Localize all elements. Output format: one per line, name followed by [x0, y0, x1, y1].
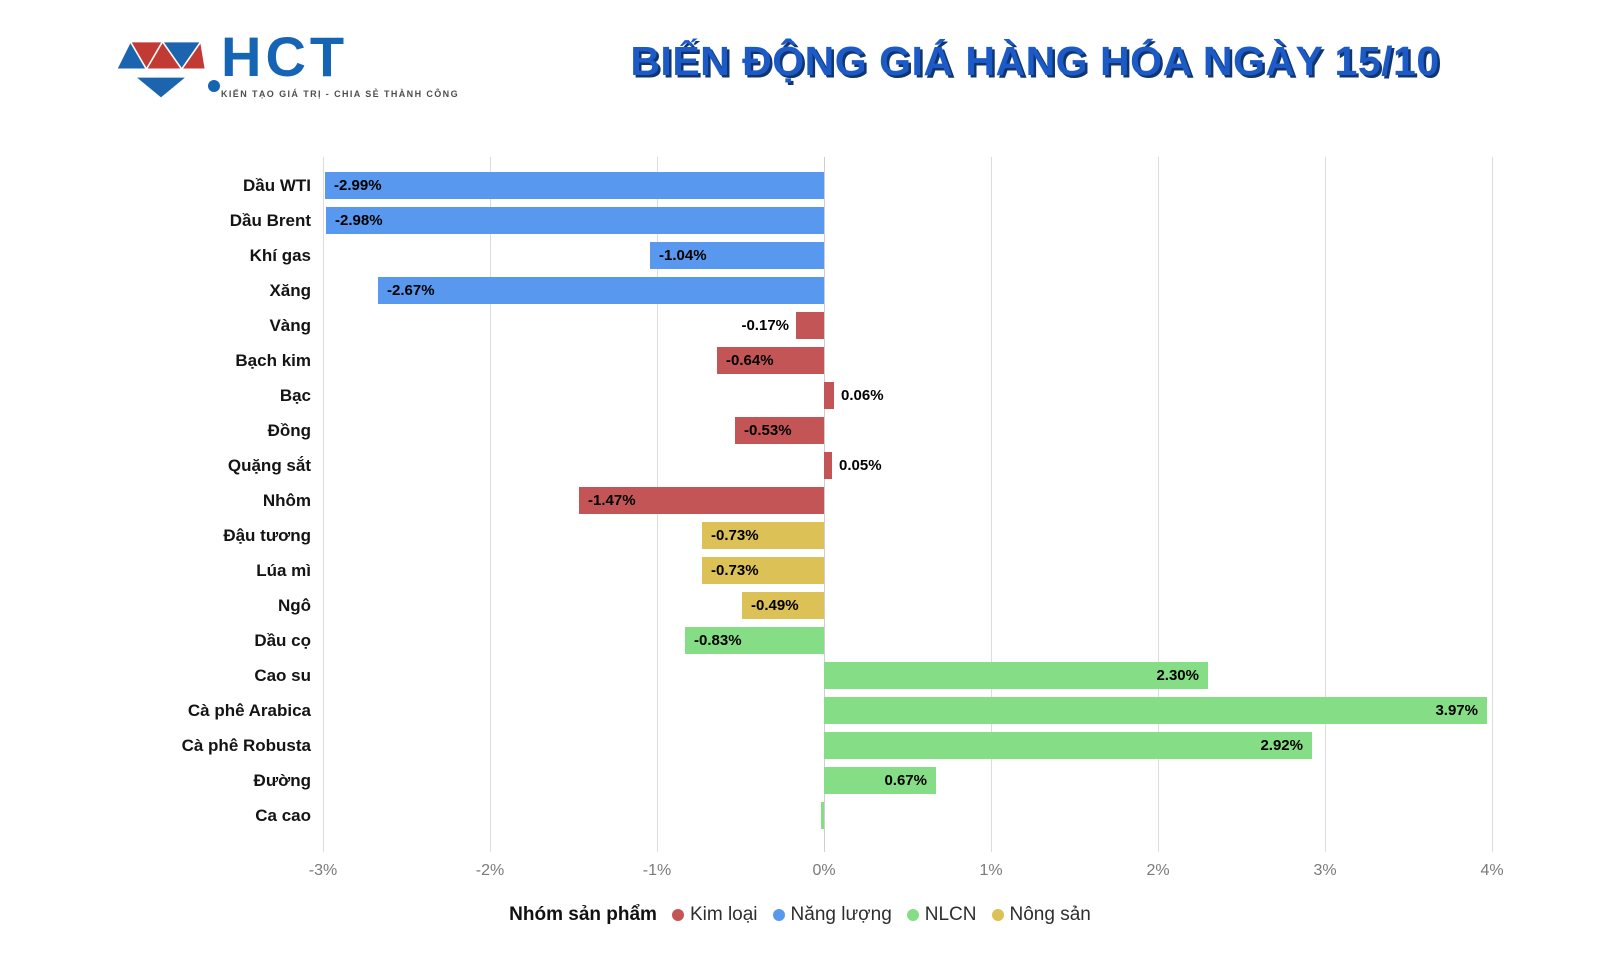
bar — [796, 312, 824, 339]
hct-diamond-icon — [115, 39, 207, 100]
x-tick-label: 2% — [1146, 862, 1170, 879]
bar — [325, 172, 824, 199]
bar-value-label: -0.83% — [694, 632, 742, 649]
category-label: Đường — [253, 771, 311, 790]
zero-grid-line — [824, 157, 825, 852]
bar-value-label: -2.67% — [387, 282, 435, 299]
bar-value-label: -0.73% — [711, 562, 759, 579]
grid-line — [323, 157, 324, 852]
x-tick-label: 1% — [979, 862, 1003, 879]
category-label: Nhôm — [262, 491, 311, 510]
bar — [821, 802, 824, 829]
bar-value-label: -0.73% — [711, 527, 759, 544]
page-title: BIẾN ĐỘNG GIÁ HÀNG HÓA NGÀY 15/10 — [630, 38, 1440, 84]
legend-label: Kim loại — [689, 904, 758, 925]
x-tick-label: -3% — [308, 862, 338, 879]
bar — [824, 382, 834, 409]
bar — [824, 662, 1208, 689]
legend-dot-icon — [772, 909, 785, 921]
legend-label: Nông sản — [1009, 904, 1091, 925]
legend-item: Năng lượng — [772, 904, 892, 926]
legend-item: Nông sản — [991, 904, 1091, 926]
bar-value-label: 0.06% — [841, 387, 884, 404]
bar-value-label: -0.53% — [744, 422, 792, 439]
bar-value-label: -1.04% — [659, 247, 707, 264]
bar-value-label: -0.17% — [741, 317, 789, 334]
hct-brand-text: HCT — [221, 25, 349, 88]
category-label: Bạc — [279, 386, 311, 405]
category-label: Lúa mì — [256, 561, 311, 580]
x-tick-label: 0% — [812, 862, 836, 879]
legend-label: NLCN — [924, 904, 977, 925]
category-label: Vàng — [269, 316, 311, 335]
category-label: Dầu WTI — [243, 176, 311, 195]
bar-value-label: 2.92% — [1260, 737, 1303, 754]
category-label: Dầu cọ — [254, 631, 311, 650]
legend-dot-icon — [906, 909, 919, 921]
category-label: Ca cao — [255, 806, 311, 825]
category-label: Cà phê Arabica — [187, 701, 311, 720]
x-tick-label: -1% — [642, 862, 672, 879]
bar — [650, 242, 824, 269]
x-tick-label: -2% — [475, 862, 505, 879]
legend-dot-icon — [991, 909, 1004, 921]
category-label: Xăng — [269, 281, 311, 300]
legend-item: Kim loại — [671, 904, 758, 926]
bar-value-label: -2.98% — [335, 212, 383, 229]
bar — [824, 697, 1487, 724]
bar — [378, 277, 824, 304]
bar — [717, 347, 824, 374]
chart-legend: Nhóm sản phẩm Kim loại Năng lượng NLCN Nông… — [0, 904, 1600, 926]
bar — [702, 557, 824, 584]
bar-value-label: 0.67% — [884, 772, 927, 789]
bar-value-label: -1.47% — [588, 492, 636, 509]
bar — [824, 732, 1312, 759]
category-label: Dầu Brent — [229, 211, 311, 230]
bar-value-label: 2.30% — [1156, 667, 1199, 684]
bar — [824, 452, 832, 479]
category-label: Đồng — [267, 421, 311, 440]
bar-value-label: -2.99% — [334, 177, 382, 194]
category-label: Cao su — [254, 666, 311, 685]
legend-title: Nhóm sản phẩm — [509, 904, 657, 925]
category-label: Khí gas — [249, 246, 311, 265]
hct-logo: HCT KIẾN TẠO GIÁ TRỊ - CHIA SẺ THÀNH CÔN… — [115, 28, 459, 106]
legend-item: NLCN — [906, 904, 977, 926]
grid-line — [1158, 157, 1159, 852]
bar — [735, 417, 824, 444]
grid-line — [490, 157, 491, 852]
category-label: Quặng sắt — [227, 456, 311, 475]
bar-value-label: -0.49% — [751, 597, 799, 614]
bar — [702, 522, 824, 549]
bar-value-label: 3.97% — [1435, 702, 1478, 719]
hct-tagline: KIẾN TẠO GIÁ TRỊ - CHIA SẺ THÀNH CÔNG — [221, 89, 459, 99]
category-label: Cà phê Robusta — [181, 736, 311, 755]
grid-line — [991, 157, 992, 852]
x-tick-label: 4% — [1480, 862, 1504, 879]
category-label: Ngô — [277, 596, 311, 615]
hct-logo-text: HCT KIẾN TẠO GIÁ TRỊ - CHIA SẺ THÀNH CÔN… — [208, 25, 459, 99]
bar — [326, 207, 824, 234]
bar — [685, 627, 824, 654]
legend-dot-icon — [671, 909, 684, 921]
legend-label: Năng lượng — [790, 904, 892, 925]
hct-c-dot — [208, 80, 220, 92]
bar — [579, 487, 824, 514]
bar-value-label: 0.05% — [839, 457, 882, 474]
category-label: Đậu tương — [223, 526, 311, 545]
x-tick-label: 3% — [1313, 862, 1337, 879]
bar-value-label: -0.64% — [726, 352, 774, 369]
grid-line — [1325, 157, 1326, 852]
grid-line — [1492, 157, 1493, 852]
bar — [742, 592, 824, 619]
category-label: Bạch kim — [235, 351, 311, 370]
plot-area: -2.99% -2.98% -1.04% -2.67% -0.17% -0.64% 0.06… — [323, 157, 1493, 852]
bar — [824, 767, 936, 794]
